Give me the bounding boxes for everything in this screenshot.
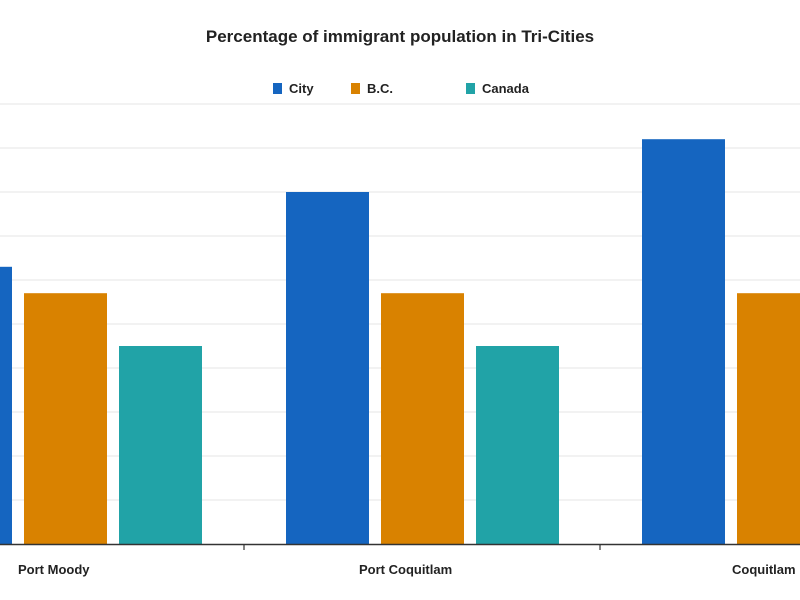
x-tick-label: Port Moody <box>18 562 90 577</box>
bar-bc-coquitlam <box>737 293 800 544</box>
legend-swatch-canada <box>466 83 475 94</box>
x-tick-label: Coquitlam <box>732 562 796 577</box>
legend-label-canada: Canada <box>482 81 529 96</box>
legend-swatch-city <box>273 83 282 94</box>
chart-title: Percentage of immigrant population in Tr… <box>205 27 595 46</box>
bar-city-port-coquitlam <box>286 192 369 544</box>
legend-label-bc: B.C. <box>367 81 393 96</box>
legend: City B.C. Canada <box>0 81 800 99</box>
legend-swatch-bc <box>351 83 360 94</box>
bar-city-coquitlam <box>642 139 725 544</box>
x-tick-label: Port Coquitlam <box>359 562 452 577</box>
bar-bc-port-coquitlam <box>381 293 464 544</box>
legend-item-bc: B.C. <box>351 81 393 96</box>
bar-city-port-moody <box>0 266 12 544</box>
bar-canada-port-moody <box>119 346 202 544</box>
legend-label-city: City <box>289 81 314 96</box>
legend-item-city: City <box>273 81 314 96</box>
legend-item-canada: Canada <box>466 81 529 96</box>
bar-bc-port-moody <box>24 293 107 544</box>
bar-canada-port-coquitlam <box>476 346 559 544</box>
